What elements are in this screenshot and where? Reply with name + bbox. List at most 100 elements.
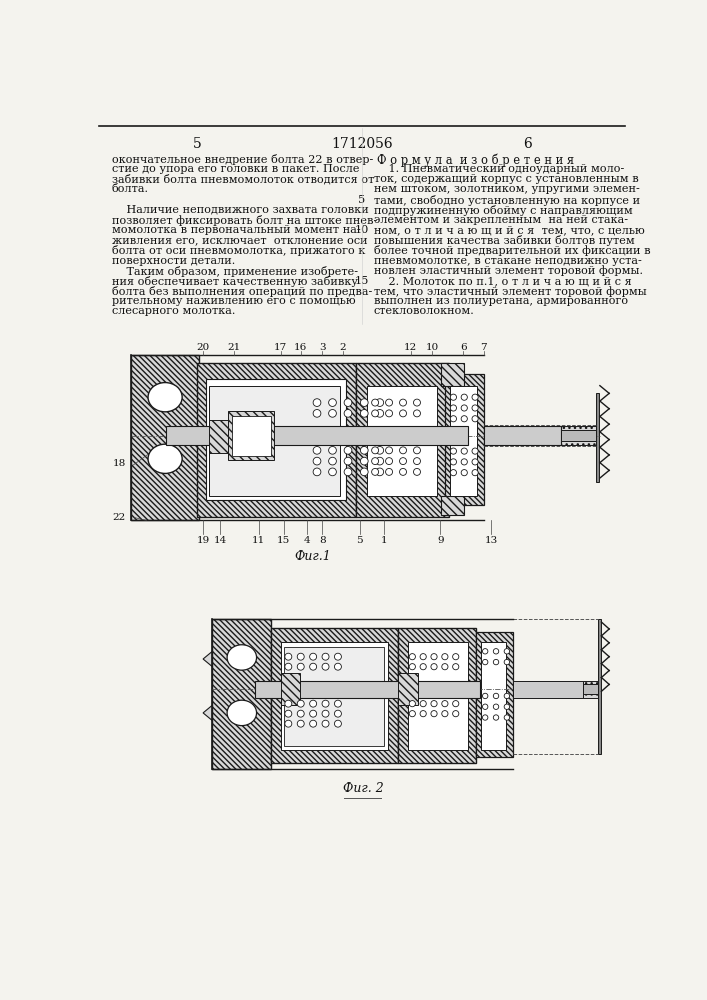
Circle shape bbox=[285, 700, 292, 707]
Circle shape bbox=[431, 701, 437, 707]
Bar bbox=[166, 426, 468, 445]
Circle shape bbox=[452, 701, 459, 707]
Circle shape bbox=[493, 704, 498, 709]
Bar bbox=[583, 684, 598, 694]
Circle shape bbox=[450, 416, 457, 422]
Circle shape bbox=[461, 405, 467, 411]
Circle shape bbox=[310, 653, 317, 660]
Bar bbox=[356, 363, 449, 517]
Text: позволяет фиксировать болт на штоке пнев-: позволяет фиксировать болт на штоке пнев… bbox=[112, 215, 377, 226]
Text: болта без выполнения операций по предва-: болта без выполнения операций по предва- bbox=[112, 286, 372, 297]
Text: стекловолокном.: стекловолокном. bbox=[373, 306, 474, 316]
Circle shape bbox=[372, 447, 379, 454]
Circle shape bbox=[399, 458, 407, 465]
Circle shape bbox=[361, 399, 368, 406]
Circle shape bbox=[376, 446, 384, 454]
Text: Фиг. 2: Фиг. 2 bbox=[343, 782, 384, 795]
Text: Фиг.1: Фиг.1 bbox=[295, 550, 332, 563]
Circle shape bbox=[385, 399, 392, 406]
Text: нем штоком, золотником, упругими элемен-: нем штоком, золотником, упругими элемен- bbox=[373, 184, 639, 194]
Circle shape bbox=[329, 468, 337, 476]
Bar bbox=[408, 642, 468, 750]
Circle shape bbox=[361, 410, 368, 417]
Text: 8: 8 bbox=[319, 536, 326, 545]
Text: 21: 21 bbox=[228, 343, 240, 352]
Circle shape bbox=[504, 693, 510, 699]
Circle shape bbox=[297, 700, 304, 707]
Text: тами, свободно установленную на корпусе и: тами, свободно установленную на корпусе … bbox=[373, 195, 640, 206]
Bar bbox=[598, 619, 602, 754]
Text: пневмомолотке, в стакане неподвижно уста-: пневмомолотке, в стакане неподвижно уста… bbox=[373, 256, 641, 266]
Circle shape bbox=[376, 468, 384, 476]
Circle shape bbox=[313, 399, 321, 406]
Circle shape bbox=[322, 700, 329, 707]
Circle shape bbox=[297, 663, 304, 670]
Bar bbox=[484, 426, 561, 445]
Circle shape bbox=[450, 459, 457, 465]
Circle shape bbox=[334, 710, 341, 717]
Bar bbox=[476, 632, 513, 757]
Text: болта от оси пневмомолотка, прижатого к: болта от оси пневмомолотка, прижатого к bbox=[112, 245, 365, 256]
Circle shape bbox=[322, 663, 329, 670]
Circle shape bbox=[310, 700, 317, 707]
Circle shape bbox=[329, 410, 337, 417]
Circle shape bbox=[409, 664, 416, 670]
Ellipse shape bbox=[148, 444, 182, 473]
Circle shape bbox=[482, 715, 488, 720]
Text: 14: 14 bbox=[214, 536, 227, 545]
Circle shape bbox=[376, 410, 384, 417]
Circle shape bbox=[385, 458, 392, 465]
Circle shape bbox=[431, 654, 437, 660]
Circle shape bbox=[414, 458, 421, 465]
Circle shape bbox=[344, 468, 352, 476]
Text: 6: 6 bbox=[523, 137, 532, 151]
Text: 19: 19 bbox=[197, 536, 210, 545]
Circle shape bbox=[420, 711, 426, 717]
Bar bbox=[441, 363, 464, 386]
Circle shape bbox=[414, 399, 421, 406]
Text: 20: 20 bbox=[197, 343, 210, 352]
Circle shape bbox=[313, 468, 321, 476]
Circle shape bbox=[334, 720, 341, 727]
Circle shape bbox=[399, 447, 407, 454]
Bar bbox=[368, 386, 437, 496]
Bar bbox=[445, 374, 484, 505]
Ellipse shape bbox=[227, 700, 257, 726]
Circle shape bbox=[344, 410, 352, 417]
Bar bbox=[398, 628, 476, 763]
Circle shape bbox=[431, 664, 437, 670]
Circle shape bbox=[372, 410, 379, 417]
Text: 5: 5 bbox=[356, 536, 363, 545]
Text: момолотка в первоначальный момент на-: момолотка в первоначальный момент на- bbox=[112, 225, 361, 235]
Circle shape bbox=[452, 711, 459, 717]
Circle shape bbox=[414, 410, 421, 417]
Text: 3: 3 bbox=[319, 343, 326, 352]
Circle shape bbox=[376, 399, 384, 406]
Bar bbox=[131, 355, 199, 520]
Text: 5: 5 bbox=[192, 137, 201, 151]
Bar bbox=[271, 628, 398, 763]
Bar bbox=[398, 673, 418, 705]
Circle shape bbox=[372, 458, 379, 465]
Bar bbox=[209, 386, 340, 496]
Bar bbox=[281, 673, 300, 705]
Circle shape bbox=[376, 457, 384, 465]
Text: 1712056: 1712056 bbox=[331, 137, 393, 151]
Bar bbox=[284, 647, 385, 746]
Circle shape bbox=[442, 654, 448, 660]
Circle shape bbox=[472, 470, 478, 476]
Text: 2: 2 bbox=[339, 343, 346, 352]
Circle shape bbox=[450, 394, 457, 400]
Circle shape bbox=[372, 399, 379, 406]
Circle shape bbox=[504, 715, 510, 720]
Bar bbox=[209, 420, 228, 453]
Circle shape bbox=[450, 405, 457, 411]
Circle shape bbox=[493, 659, 498, 665]
Circle shape bbox=[504, 649, 510, 654]
Circle shape bbox=[313, 446, 321, 454]
Circle shape bbox=[442, 664, 448, 670]
Text: выполнен из полиуретана, армированного: выполнен из полиуретана, армированного bbox=[373, 296, 628, 306]
Text: 10: 10 bbox=[426, 343, 439, 352]
Text: Ф о р м у л а  и з о б р е т е н и я: Ф о р м у л а и з о б р е т е н и я bbox=[378, 154, 575, 167]
Circle shape bbox=[442, 711, 448, 717]
